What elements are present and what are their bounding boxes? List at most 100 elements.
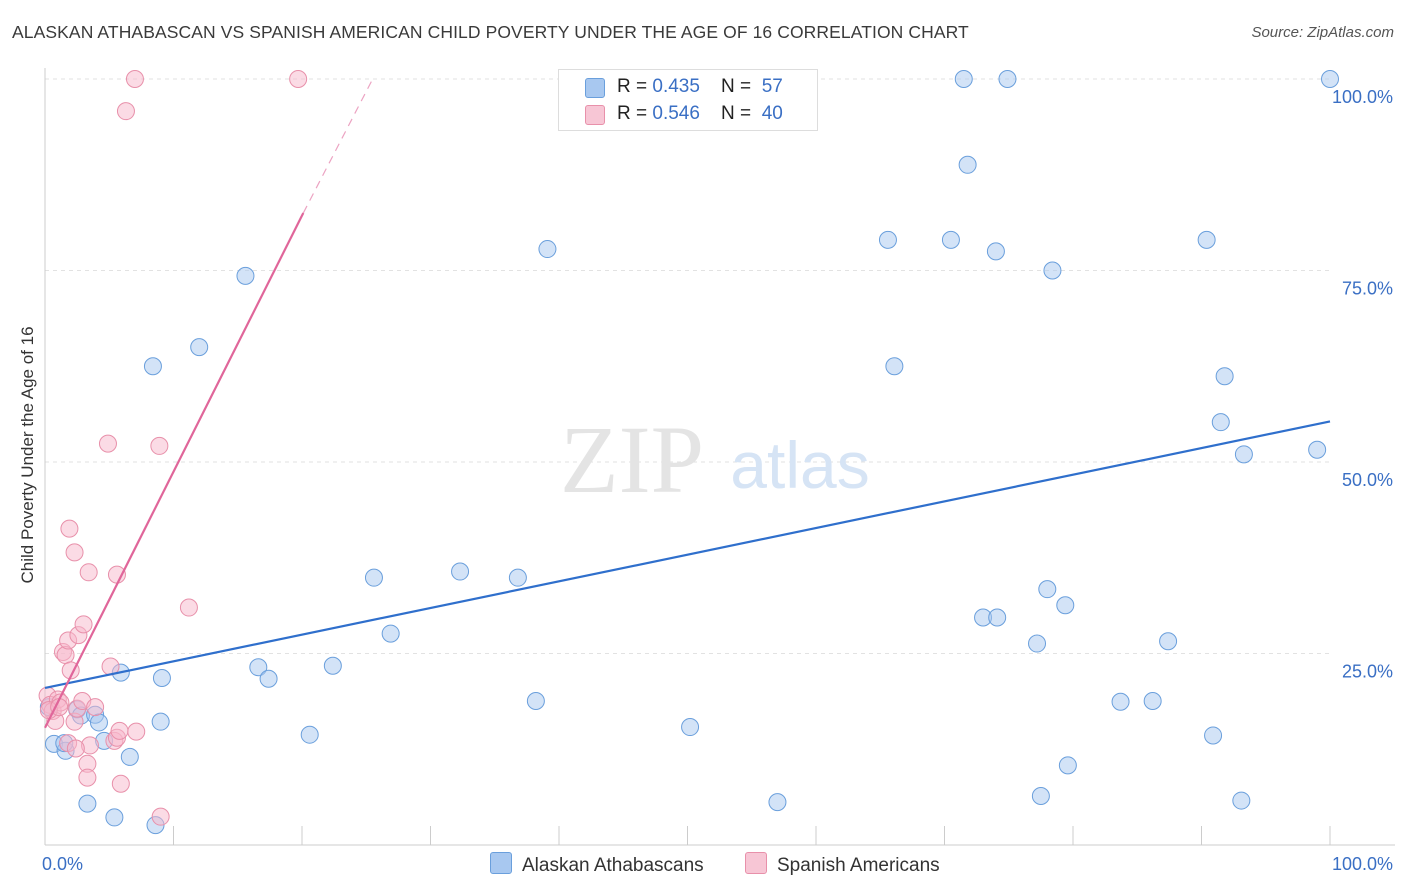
point-athabascan bbox=[538, 240, 557, 259]
point-spanish bbox=[60, 519, 79, 538]
point-spanish bbox=[127, 722, 146, 741]
point-athabascan bbox=[78, 794, 97, 813]
point-spanish bbox=[125, 70, 144, 88]
point-athabascan bbox=[451, 562, 470, 581]
point-spanish bbox=[111, 774, 130, 793]
tick-labels: 25.0% 50.0% 75.0% 100.0% 0.0% 100.0% bbox=[42, 87, 1393, 874]
point-spanish bbox=[150, 436, 169, 455]
point-athabascan bbox=[323, 656, 342, 675]
point-athabascan bbox=[105, 808, 124, 827]
legend-n-value: 57 bbox=[761, 76, 783, 97]
point-athabascan bbox=[988, 608, 1007, 627]
point-athabascan bbox=[1143, 691, 1162, 710]
point-spanish bbox=[179, 598, 198, 617]
grid-lines bbox=[45, 78, 1330, 654]
point-athabascan bbox=[885, 357, 904, 376]
legend-r-value: 0.435 bbox=[652, 76, 700, 97]
bottom-legend-swatch-pink bbox=[745, 852, 767, 874]
point-athabascan bbox=[526, 691, 545, 710]
point-athabascan bbox=[986, 242, 1005, 261]
point-athabascan bbox=[768, 793, 787, 812]
point-spanish bbox=[78, 768, 97, 787]
watermark-atlas: atlas bbox=[730, 428, 869, 502]
point-athabascan bbox=[954, 70, 973, 88]
point-athabascan bbox=[364, 568, 383, 587]
legend-r-label: R = bbox=[617, 103, 653, 124]
point-athabascan bbox=[151, 712, 170, 731]
legend-n-label: N = bbox=[721, 76, 757, 97]
legend-swatch-pink bbox=[585, 105, 605, 125]
point-athabascan bbox=[381, 624, 400, 643]
y-axis-label: Child Poverty Under the Age of 16 bbox=[18, 326, 37, 583]
point-athabascan bbox=[1215, 367, 1234, 386]
point-athabascan bbox=[1234, 445, 1253, 464]
x-tick-label: 0.0% bbox=[42, 854, 83, 874]
point-spanish bbox=[116, 102, 135, 121]
point-athabascan bbox=[1159, 632, 1178, 651]
watermark-zip: ZIP bbox=[560, 406, 704, 513]
point-spanish bbox=[98, 434, 117, 453]
point-athabascan bbox=[1232, 791, 1251, 810]
point-spanish bbox=[86, 698, 105, 717]
point-athabascan bbox=[249, 658, 268, 677]
bottom-legend-spanish: Spanish Americans bbox=[745, 852, 940, 877]
point-spanish bbox=[151, 807, 170, 826]
point-spanish bbox=[65, 543, 84, 562]
point-spanish bbox=[74, 615, 93, 634]
point-athabascan bbox=[958, 155, 977, 174]
point-athabascan bbox=[1197, 230, 1216, 249]
point-athabascan bbox=[1043, 261, 1062, 280]
point-spanish bbox=[289, 70, 308, 88]
point-athabascan bbox=[1031, 786, 1050, 805]
point-athabascan bbox=[878, 230, 897, 249]
point-athabascan bbox=[143, 357, 162, 376]
point-athabascan bbox=[300, 725, 319, 744]
point-athabascan bbox=[89, 713, 108, 732]
x-tick-label: 100.0% bbox=[1332, 854, 1393, 874]
point-athabascan bbox=[1321, 70, 1339, 88]
point-spanish bbox=[110, 721, 129, 740]
trend-line-spanish bbox=[44, 212, 305, 729]
legend-n-label: N = bbox=[721, 103, 757, 124]
trend-lines bbox=[44, 78, 1331, 729]
point-athabascan bbox=[120, 747, 139, 766]
point-athabascan bbox=[190, 338, 209, 357]
point-spanish bbox=[66, 739, 85, 758]
bottom-legend-label: Spanish Americans bbox=[777, 855, 940, 876]
point-athabascan bbox=[1211, 413, 1230, 432]
legend-r-value: 0.546 bbox=[652, 103, 700, 124]
chart-title: ALASKAN ATHABASCAN VS SPANISH AMERICAN C… bbox=[12, 22, 969, 42]
point-athabascan bbox=[681, 718, 700, 737]
point-athabascan bbox=[1058, 756, 1077, 775]
point-spanish bbox=[79, 563, 98, 582]
bottom-legend-swatch-blue bbox=[490, 852, 512, 874]
point-athabascan bbox=[1204, 726, 1223, 745]
point-athabascan bbox=[941, 230, 960, 249]
point-athabascan bbox=[1038, 580, 1057, 599]
legend: R = 0.435 N = 57 R = 0.546 N = 40 bbox=[558, 69, 818, 131]
legend-swatch-blue bbox=[585, 78, 605, 98]
y-tick-label: 25.0% bbox=[1342, 662, 1393, 682]
point-athabascan bbox=[1308, 440, 1327, 459]
y-tick-label: 100.0% bbox=[1332, 87, 1393, 107]
bottom-legend-athabascans: Alaskan Athabascans bbox=[490, 852, 704, 877]
point-athabascan bbox=[1111, 692, 1130, 711]
point-athabascan bbox=[1056, 596, 1075, 615]
point-athabascan bbox=[508, 568, 527, 587]
source-label: Source: ZipAtlas.com bbox=[1251, 24, 1394, 41]
bottom-legend-label: Alaskan Athabascans bbox=[522, 855, 704, 876]
point-athabascan bbox=[998, 70, 1017, 88]
watermark: ZIP atlas bbox=[560, 406, 870, 513]
legend-r-label: R = bbox=[617, 76, 653, 97]
point-athabascan bbox=[1028, 634, 1047, 653]
point-athabascan bbox=[259, 669, 278, 688]
point-athabascan bbox=[236, 266, 255, 285]
trend-line-spanish-extension bbox=[302, 78, 374, 214]
data-points bbox=[38, 70, 1339, 835]
legend-n-value: 40 bbox=[761, 103, 783, 124]
point-athabascan bbox=[152, 669, 171, 688]
trend-line-athabascan bbox=[44, 420, 1331, 690]
axes bbox=[44, 68, 1395, 846]
y-tick-label: 50.0% bbox=[1342, 470, 1393, 490]
